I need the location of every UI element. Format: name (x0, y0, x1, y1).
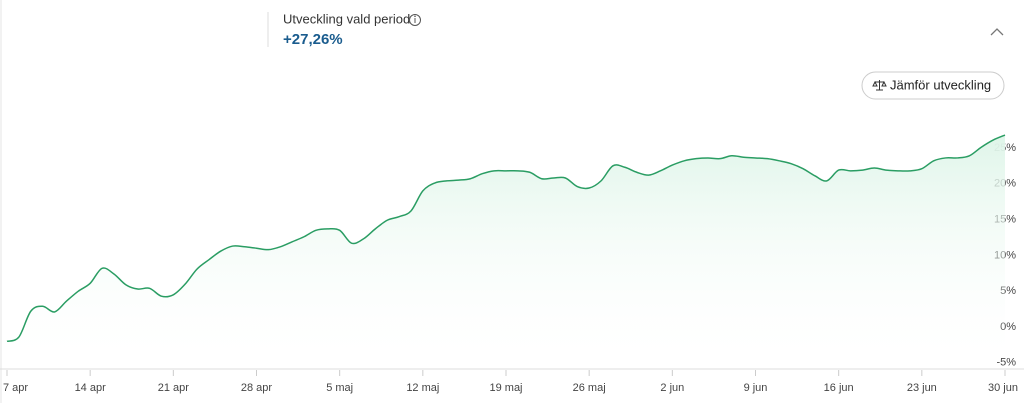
x-tick-label: 14 apr (75, 382, 107, 394)
x-tick-label: 12 maj (406, 382, 439, 394)
header-label: Utveckling vald period (283, 11, 410, 26)
x-tick-label: 5 maj (326, 382, 353, 394)
x-tick-label: 9 jun (744, 382, 768, 394)
x-tick-label: 19 maj (489, 382, 522, 394)
x-tick-label: 16 jun (824, 382, 854, 394)
compare-button[interactable]: Jämför utveckling (861, 71, 1005, 100)
info-icon[interactable] (409, 14, 421, 26)
area (7, 135, 1005, 369)
x-tick-label: 21 apr (158, 382, 190, 394)
compare-button-label[interactable]: Jämför utveckling (890, 77, 991, 92)
header-value: +27,26% (283, 31, 343, 48)
x-tick-label: 26 maj (573, 382, 606, 394)
x-tick-label: 30 jun (988, 382, 1018, 394)
collapse-chevron[interactable] (990, 28, 1004, 36)
x-tick-label: 2 jun (660, 382, 684, 394)
x-tick-label: 23 jun (907, 382, 937, 394)
line (6, 134, 1006, 343)
x-tick-label: 7 apr (3, 382, 28, 394)
x-tick-label: 28 apr (241, 382, 273, 394)
